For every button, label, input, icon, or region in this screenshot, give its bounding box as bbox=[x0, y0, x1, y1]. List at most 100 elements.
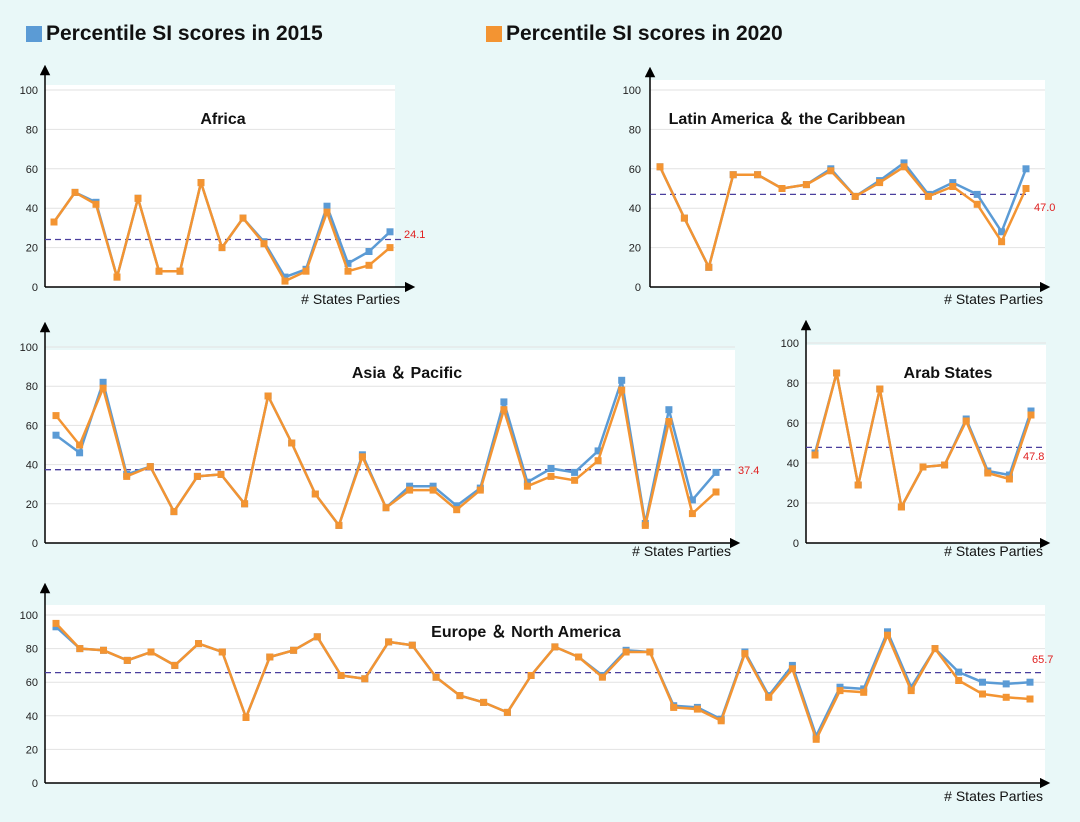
data-point bbox=[365, 248, 373, 255]
y-tick-label: 40 bbox=[629, 203, 641, 215]
data-point bbox=[547, 465, 555, 472]
legend-item-2020: Percentile SI scores in 2020 bbox=[486, 22, 783, 46]
data-point bbox=[876, 385, 884, 393]
chart-title: Asia ＆ Pacific bbox=[352, 365, 462, 382]
data-point bbox=[717, 717, 725, 725]
data-point bbox=[503, 708, 511, 716]
data-point bbox=[176, 267, 184, 275]
data-point bbox=[456, 692, 464, 700]
y-tick-label: 0 bbox=[635, 282, 641, 294]
data-point bbox=[217, 470, 225, 478]
y-tick-label: 100 bbox=[20, 342, 38, 354]
data-point bbox=[854, 481, 862, 489]
series-line bbox=[55, 622, 1031, 741]
y-tick-label: 80 bbox=[787, 378, 799, 390]
data-point bbox=[778, 185, 786, 192]
data-point bbox=[1026, 695, 1034, 703]
x-axis-label: # States Parties bbox=[944, 291, 1043, 307]
data-point bbox=[594, 447, 602, 455]
y-tick-label: 80 bbox=[26, 644, 38, 656]
data-point bbox=[358, 453, 366, 461]
data-point bbox=[113, 273, 121, 281]
data-point bbox=[1027, 407, 1035, 415]
data-point bbox=[266, 653, 274, 661]
data-point bbox=[812, 735, 820, 743]
average-label: 37.4 bbox=[738, 465, 759, 477]
data-point bbox=[1022, 185, 1030, 192]
y-tick-label: 60 bbox=[26, 420, 38, 432]
data-point bbox=[1002, 693, 1010, 701]
data-point bbox=[92, 200, 100, 208]
data-point bbox=[688, 496, 696, 504]
data-point bbox=[729, 171, 737, 179]
data-point bbox=[1005, 471, 1013, 479]
data-point bbox=[134, 194, 142, 202]
data-point bbox=[218, 648, 226, 656]
data-point bbox=[146, 463, 154, 471]
data-point bbox=[311, 490, 319, 498]
average-label: 65.7 bbox=[1032, 654, 1053, 666]
chart-title: Latin America ＆ the Caribbean bbox=[669, 111, 906, 128]
y-tick-label: 60 bbox=[26, 164, 38, 176]
series-2020 bbox=[52, 619, 1034, 743]
legend-swatch-2020 bbox=[486, 26, 502, 42]
data-point bbox=[406, 486, 414, 494]
data-point bbox=[52, 431, 60, 439]
data-point bbox=[1005, 475, 1013, 483]
data-point bbox=[979, 690, 986, 698]
x-axis-label: # States Parties bbox=[944, 543, 1043, 559]
y-tick-label: 20 bbox=[26, 499, 38, 511]
data-point bbox=[571, 468, 579, 476]
data-point bbox=[788, 665, 796, 673]
x-axis-label: # States Parties bbox=[301, 291, 400, 307]
y-tick-label: 60 bbox=[629, 164, 641, 176]
data-point bbox=[618, 386, 626, 394]
y-tick-label: 20 bbox=[787, 498, 799, 510]
plot-area bbox=[650, 80, 1045, 287]
data-point bbox=[705, 263, 713, 271]
data-point bbox=[408, 641, 416, 649]
data-point bbox=[827, 167, 835, 175]
data-point bbox=[1027, 411, 1035, 419]
data-point bbox=[100, 646, 107, 654]
data-point bbox=[52, 412, 60, 420]
average-label: 47.0 bbox=[1034, 202, 1055, 214]
y-tick-label: 80 bbox=[26, 381, 38, 393]
data-point bbox=[344, 259, 352, 267]
data-point bbox=[1026, 678, 1034, 686]
chart-title: Arab States bbox=[904, 365, 993, 382]
data-point bbox=[264, 392, 272, 400]
data-point bbox=[665, 418, 673, 425]
data-point bbox=[860, 688, 868, 696]
data-point bbox=[323, 208, 331, 216]
data-point bbox=[949, 179, 957, 187]
data-point bbox=[594, 457, 602, 465]
series-line bbox=[658, 165, 1028, 269]
data-point bbox=[239, 214, 247, 222]
chart-europe-north-america: 0 20 40 60 80 100 Europe ＆ North America # Stat… bbox=[20, 582, 1053, 804]
data-point bbox=[344, 267, 352, 275]
data-point bbox=[480, 698, 488, 706]
data-point bbox=[323, 202, 331, 210]
data-point bbox=[962, 417, 970, 425]
series-2020 bbox=[811, 369, 1035, 511]
y-tick-label: 40 bbox=[26, 711, 38, 723]
data-point bbox=[547, 472, 555, 480]
y-tick-label: 20 bbox=[26, 744, 38, 756]
data-point bbox=[900, 159, 908, 167]
chart-arab-states: 0 20 40 60 80 100 Arab States # States Parties 4… bbox=[781, 319, 1051, 559]
data-point bbox=[622, 648, 630, 656]
data-point bbox=[680, 214, 688, 222]
data-point bbox=[385, 638, 393, 646]
data-point bbox=[288, 439, 296, 447]
data-point bbox=[99, 378, 107, 386]
x-axis-label: # States Parties bbox=[632, 543, 731, 559]
data-point bbox=[765, 693, 773, 701]
data-point bbox=[476, 486, 484, 494]
average-label: 24.1 bbox=[404, 229, 425, 241]
data-point bbox=[900, 163, 908, 171]
data-point bbox=[688, 510, 696, 518]
data-point bbox=[973, 200, 981, 208]
data-point bbox=[123, 656, 131, 664]
